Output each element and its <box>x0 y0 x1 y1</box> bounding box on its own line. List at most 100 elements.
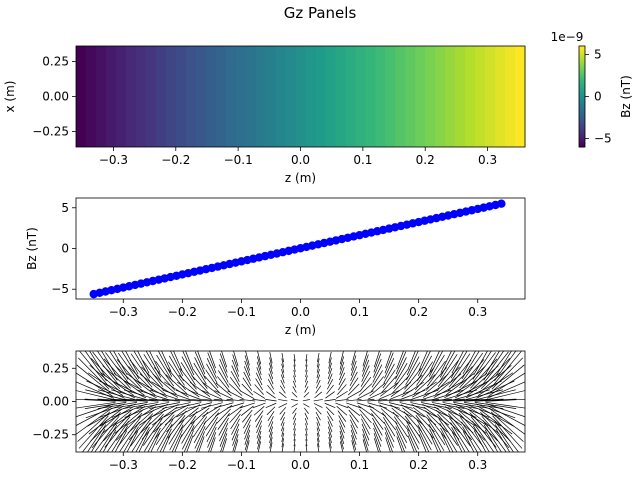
quiver-arrow <box>90 428 106 452</box>
quiver-arrow <box>477 372 514 397</box>
quiver-arrow <box>244 424 251 440</box>
colorbar-segment <box>579 131 585 135</box>
colorbar-segment <box>579 94 585 97</box>
quiver-arrow <box>305 364 308 372</box>
colorbar-segment <box>579 125 585 128</box>
colorbar-segment <box>579 135 585 138</box>
colorbar-segment <box>579 69 585 72</box>
quiver-arrow <box>267 384 275 395</box>
quiver-arrow <box>150 432 161 452</box>
colorbar-label: Bz (nT) <box>619 75 633 118</box>
quiver-arrow <box>268 426 273 438</box>
colorbar-segment <box>579 103 585 106</box>
quiver-arrow <box>105 352 130 385</box>
quiver-arrow <box>358 383 373 396</box>
colorbar-segment <box>579 140 585 143</box>
quiver-arrow <box>418 351 428 371</box>
quiver-arrow <box>383 421 395 443</box>
quiver-arrow <box>362 434 369 452</box>
x-tick-label: 0.2 <box>409 458 428 472</box>
colorbar-segment <box>579 104 585 108</box>
quiver-arrow <box>293 428 296 436</box>
quiver-arrow <box>428 354 445 382</box>
quiver-arrow <box>188 389 212 400</box>
quiver-arrow <box>265 402 277 409</box>
quiver-arrow <box>324 399 336 402</box>
quiver-arrow <box>201 390 223 400</box>
quiver-arrow <box>304 417 308 425</box>
quiver-arrow <box>473 430 487 452</box>
quiver-arrow <box>490 411 524 442</box>
quiver-arrow <box>149 398 181 402</box>
quiver-arrow <box>305 423 308 431</box>
quiver-arrow <box>194 351 206 375</box>
quiver-arrow <box>404 415 421 438</box>
quiver-arrow <box>348 409 359 423</box>
quiver-arrow <box>373 353 382 373</box>
quiver-arrow <box>326 411 334 422</box>
quiver-arrow <box>304 407 309 414</box>
quiver-arrow <box>206 358 217 379</box>
x-axis-label: z (m) <box>285 171 316 185</box>
x-tick-label: 0.1 <box>350 458 369 472</box>
quiver-arrow <box>174 398 202 402</box>
heatmap-cell <box>345 46 356 147</box>
quiver-arrow <box>407 351 416 371</box>
quiver-arrow <box>436 366 460 392</box>
quiver-arrow <box>462 351 476 375</box>
quiver-arrow <box>281 353 284 363</box>
y-tick-label: 5 <box>61 201 69 215</box>
quiver-arrow <box>399 398 427 402</box>
quiver-arrow <box>482 351 509 385</box>
quiver-arrow <box>426 414 447 440</box>
quiver-arrow <box>215 382 232 397</box>
quiver-arrow <box>98 389 137 401</box>
quiver-arrow <box>171 429 183 452</box>
colorbar-segment <box>579 88 585 91</box>
quiver-arrow <box>255 372 263 386</box>
colorbar-segment <box>579 67 585 71</box>
quiver-arrow <box>265 399 277 402</box>
quiver-arrow <box>205 369 219 389</box>
quiver-arrow <box>444 406 476 426</box>
heatmap-cell <box>165 46 177 147</box>
quiver-arrow <box>392 375 410 394</box>
quiver-arrow <box>255 378 263 391</box>
quiver-arrow <box>486 381 525 399</box>
quiver-arrow <box>317 443 320 452</box>
quiver-arrow <box>335 402 349 409</box>
x-tick-label: 0.2 <box>416 153 435 167</box>
quiver-arrow <box>399 402 426 409</box>
colorbar-segment <box>579 57 585 60</box>
quiver-arrow <box>445 373 475 396</box>
quiver-arrow <box>403 411 422 432</box>
quiver-arrow <box>94 420 119 452</box>
quiver-arrow <box>316 374 321 384</box>
quiver-arrow <box>157 351 173 377</box>
quiver-arrow <box>138 431 150 452</box>
quiver-arrow <box>457 365 486 393</box>
quiver-arrow <box>440 427 454 452</box>
quiver-arrow <box>456 372 488 396</box>
quiver-arrow <box>151 406 178 426</box>
quiver-arrow <box>78 415 109 449</box>
quiver-arrow <box>305 444 308 452</box>
quiver-arrow <box>76 403 115 418</box>
quiver-arrow <box>483 351 505 381</box>
quiver-arrow <box>327 416 333 427</box>
quiver-arrow <box>384 358 395 379</box>
quiver-arrow <box>187 398 213 402</box>
colorbar-segment <box>579 113 585 116</box>
x-tick-label: −0.3 <box>109 458 138 472</box>
quiver-arrow <box>460 352 484 384</box>
quiver-arrow <box>126 431 139 452</box>
quiver-arrow <box>351 440 356 452</box>
quiver-arrow <box>361 423 370 441</box>
quiver-arrow <box>440 351 452 373</box>
quiver-arrow <box>269 362 273 374</box>
quiver-arrow <box>316 417 321 426</box>
quiver-arrow <box>89 365 122 393</box>
quiver-arrow <box>471 352 496 385</box>
quiver-arrow <box>402 407 424 425</box>
heatmap-panel: −0.3 −0.2 −0.1 0.0 0.1 0.2 0.3 0.25 0.00 −0.25 z (… <box>3 45 526 185</box>
